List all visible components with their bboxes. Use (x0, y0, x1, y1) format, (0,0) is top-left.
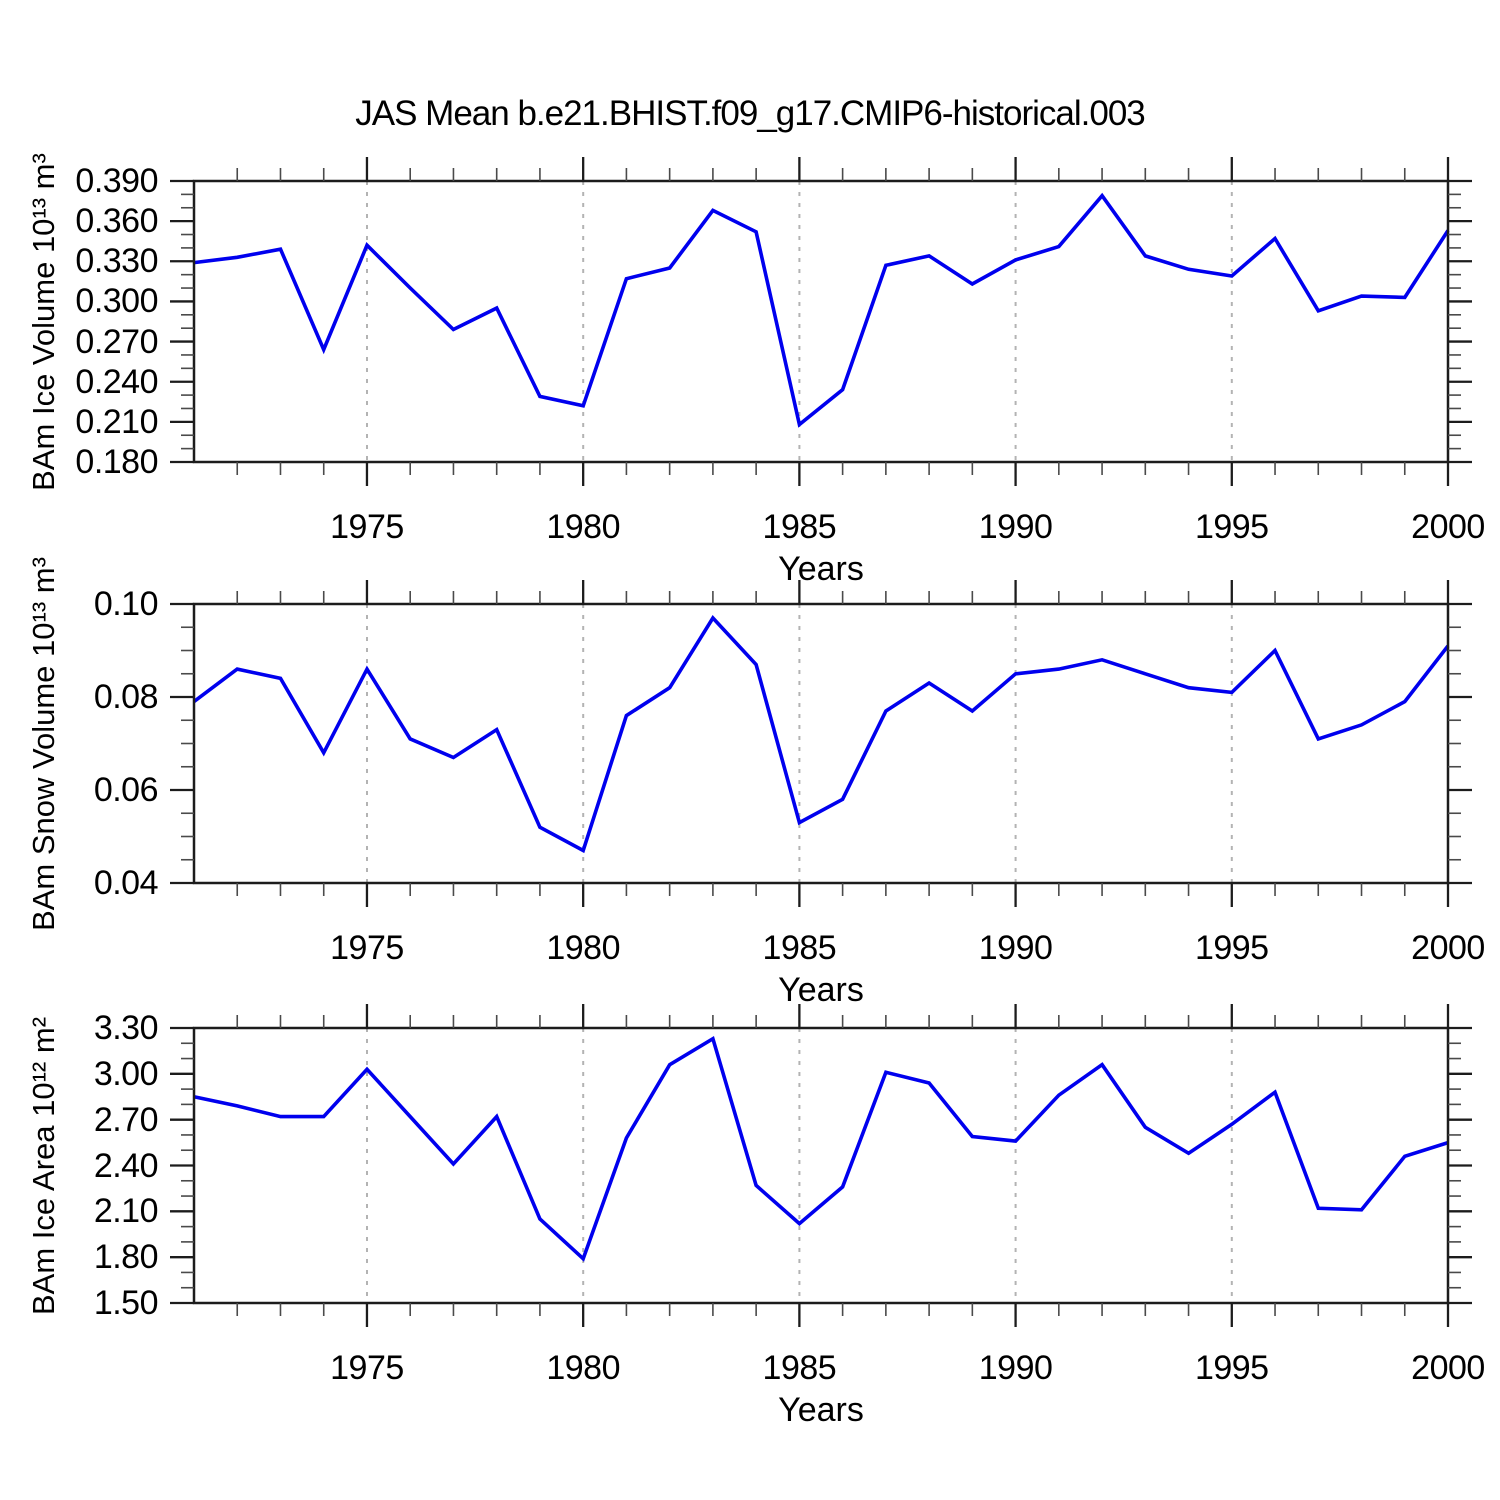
x-tick-label: 1975 (330, 929, 404, 967)
x-tick-label: 1990 (978, 508, 1053, 546)
plot-border (192, 1026, 1450, 1305)
plot-border (192, 179, 1450, 464)
x-tick-label: 1980 (546, 929, 620, 967)
x-tick-label: 1980 (546, 1349, 620, 1387)
y-tick-label: 0.300 (75, 282, 158, 321)
y-tick-label: 0.270 (75, 322, 158, 361)
chart-title: JAS Mean b.e21.BHIST.f09_g17.CMIP6-histo… (355, 94, 1146, 133)
y-tick-label: 3.30 (93, 1009, 159, 1047)
y-tick-label: 0.04 (93, 864, 159, 902)
x-tick-label: 2000 (1411, 508, 1485, 546)
y-tick-label: 2.40 (93, 1146, 159, 1185)
x-tick-label: 1995 (1194, 929, 1269, 967)
x-tick-label: 1995 (1194, 1349, 1269, 1387)
y-tick-label: 3.00 (93, 1054, 159, 1093)
x-tick-label: 1985 (762, 508, 837, 546)
y-tick-label: 0.06 (93, 771, 159, 809)
y-tick-label: 0.390 (75, 162, 158, 200)
series-line (192, 615, 1450, 854)
y-tick-label: 0.08 (93, 678, 159, 716)
y-tick-label: 2.70 (93, 1100, 159, 1139)
panel-3 (170, 1004, 1472, 1327)
x-axis-title-years-panel-1: Years (778, 550, 864, 588)
y-tick-label: 1.80 (93, 1238, 159, 1277)
x-tick-label: 1985 (762, 929, 837, 967)
x-axis-title-years-panel-3: Years (778, 1391, 864, 1429)
x-tick-label: 1990 (978, 929, 1053, 967)
panel-1 (170, 157, 1472, 486)
y-tick-label: 0.180 (75, 443, 158, 481)
x-tick-label: 1975 (330, 508, 404, 546)
series-line (193, 1035, 1449, 1262)
y-tick-label: 0.240 (75, 362, 158, 401)
series-line (193, 192, 1450, 428)
plot-border (192, 602, 1450, 885)
y-tick-label: 1.50 (93, 1284, 159, 1322)
y-tick-label: 0.10 (93, 585, 159, 623)
x-tick-label: 1975 (330, 1349, 404, 1387)
x-tick-label: 2000 (1411, 1349, 1485, 1387)
x-tick-label: 1980 (546, 508, 620, 546)
y-tick-label: 0.330 (75, 242, 158, 281)
y-tick-label: 0.210 (75, 402, 158, 441)
x-tick-label: 1995 (1194, 508, 1269, 546)
x-tick-label: 1990 (978, 1349, 1053, 1387)
x-tick-label: 1985 (762, 1349, 837, 1387)
x-tick-label: 2000 (1411, 929, 1485, 967)
x-axis-title-years-panel-2: Years (778, 971, 864, 1009)
panel-2 (170, 580, 1472, 907)
y-tick-label: 0.360 (75, 202, 158, 241)
y-tick-label: 2.10 (93, 1192, 159, 1231)
